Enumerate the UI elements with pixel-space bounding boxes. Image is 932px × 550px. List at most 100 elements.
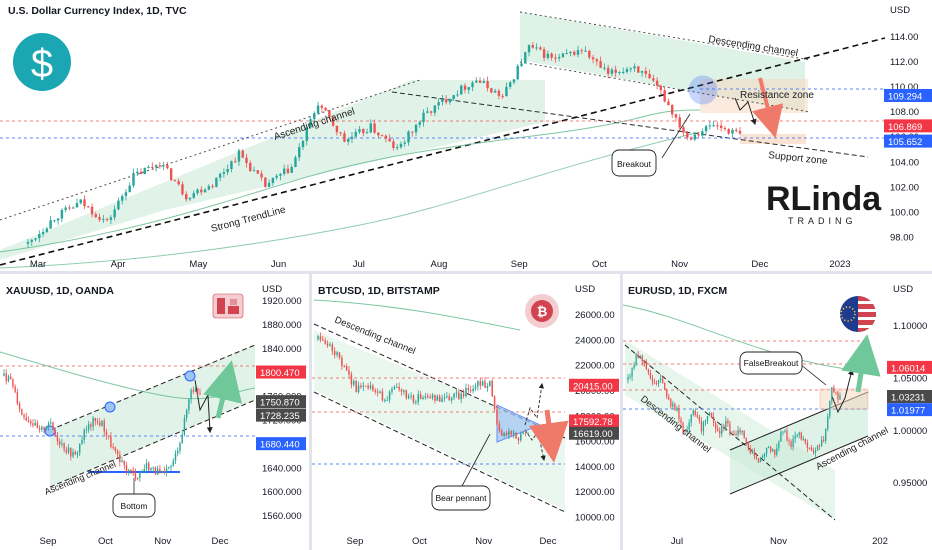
btcusd-candle-body <box>527 433 529 435</box>
eurusd-candle-body <box>733 433 735 435</box>
dxy-candle-body <box>185 194 188 200</box>
eurusd-candle-body <box>757 458 760 463</box>
eurusd-candle-body <box>659 378 662 381</box>
xauusd-candle-body <box>5 373 7 382</box>
dollar-coin-icon: $ <box>13 33 71 91</box>
dxy-candle-body <box>576 50 580 55</box>
xauusd-candle-body <box>3 373 5 376</box>
xauusd-currency-label: USD <box>262 284 282 295</box>
dxy-candle-body <box>87 206 90 208</box>
btcusd-price-badge-label: 17592.78 <box>573 417 613 428</box>
dxy-candle-body <box>139 171 143 174</box>
eurusd-price-badge-label: 1.06014 <box>891 363 925 374</box>
eurusd-candle-body <box>684 430 686 432</box>
eurusd-candle-body <box>829 401 831 417</box>
btcusd-candle-body <box>446 396 448 398</box>
dxy-candle-body <box>313 113 316 120</box>
dxy-candle-body <box>56 218 60 221</box>
xauusd-candle-body <box>58 441 61 445</box>
dxy-candle-body <box>573 51 576 55</box>
btcusd-candle-body <box>398 386 400 390</box>
xauusd-candle-body <box>170 465 172 468</box>
dxy-candle-body <box>520 63 523 66</box>
eurusd-candle-body <box>649 372 652 379</box>
xauusd-candle-body <box>174 452 177 461</box>
xauusd-candle-body <box>112 446 114 448</box>
btcusd-candle-body <box>436 396 439 401</box>
btcusd-candle-body <box>512 432 515 435</box>
dxy-candle-body <box>527 45 531 53</box>
eurusd-candle-body <box>676 408 678 411</box>
eurusd-candle-body <box>731 433 733 435</box>
dxy-candle-body <box>267 183 271 187</box>
dxy-x-tick-label: Dec <box>751 259 768 270</box>
btcusd-y-tick-label: 16000.00 <box>575 437 615 448</box>
eurusd-candle-body <box>776 448 778 455</box>
btcusd-candle-body <box>376 391 379 393</box>
btcusd-candle-body <box>508 431 510 436</box>
btcusd-price-badge <box>569 426 619 440</box>
xauusd-candle-body <box>136 477 139 479</box>
btcusd-candle-body <box>405 390 408 399</box>
dxy-candle-body <box>94 214 98 218</box>
btcusd-candle-body <box>326 343 329 346</box>
btcusd-candle-body <box>427 395 429 398</box>
dxy-candle-body <box>316 105 320 114</box>
dxy-y-tick-label: 112.00 <box>890 57 918 68</box>
xauusd-candle-body <box>141 470 143 473</box>
btcusd-candle-body <box>374 390 377 392</box>
eurusd-candle-body <box>735 434 737 436</box>
btc-channel-lower <box>313 391 566 513</box>
xauusd-candle-body <box>61 443 63 445</box>
btcusd-price-badge-label: 20415.00 <box>573 381 613 392</box>
dxy-candle-body <box>151 166 154 168</box>
btcusd-candle-body <box>438 396 441 402</box>
btc-axes: 10000.0012000.0014000.0016000.0018000.00… <box>347 284 619 547</box>
eurusd-candle-body <box>796 434 798 436</box>
dxy-candle-body <box>34 238 37 240</box>
dxy-candle-body <box>595 59 599 62</box>
dxy-candle-body <box>644 70 648 74</box>
xauusd-candle-body <box>70 447 72 457</box>
eurusd-candle-body <box>708 412 711 417</box>
dxy-ascending-channel-upper <box>0 79 421 221</box>
xauusd-candle-body <box>47 423 50 427</box>
dxy-candle-body <box>222 172 226 174</box>
dxy-candle-body <box>282 168 286 174</box>
btcusd-candle-body <box>336 352 338 355</box>
eurusd-candle-body <box>770 446 772 452</box>
btcusd-candle-body <box>355 381 357 393</box>
xauusd-candle-body <box>63 443 65 450</box>
btcusd-candle-body <box>479 381 482 386</box>
dxy-descending-channel-upper <box>519 11 811 61</box>
xauusd-candle-body <box>14 386 16 393</box>
xauusd-candle-body <box>116 450 119 455</box>
btcusd-candle-body <box>381 391 384 401</box>
btc-descending-channel-zone <box>314 330 565 510</box>
xau-touch-marker <box>104 401 116 413</box>
dxy-candle-body <box>49 220 52 229</box>
btcusd-candle-body <box>417 394 419 403</box>
btcusd-candle-body <box>503 433 505 436</box>
xauusd-candle-body <box>90 424 92 427</box>
dxy-candle-body <box>196 189 199 194</box>
dxy-price-badge <box>884 119 932 133</box>
btcusd-x-tick-label: Oct <box>412 536 427 547</box>
dxy-candle-body <box>686 132 689 138</box>
btc-callout-line <box>461 433 491 487</box>
eu-us-flag-icon <box>840 296 876 332</box>
dxy-annotation: Strong TrendLine <box>210 204 287 235</box>
xauusd-x-tick-label: Sep <box>40 536 57 547</box>
logo-text-small: TRADING <box>788 216 857 226</box>
dxy-candle-body <box>433 105 437 113</box>
btcusd-candle-body <box>407 395 410 399</box>
eurusd-candle-body <box>790 441 792 448</box>
dxy-candle-body <box>554 57 557 59</box>
eurusd-candle-body <box>723 425 725 428</box>
dxy-candle-body <box>557 56 561 59</box>
btcusd-candle-body <box>350 374 353 385</box>
btcusd-candle-body <box>443 397 446 399</box>
xauusd-candle-body <box>87 424 90 430</box>
dxy-candle-body <box>708 125 712 127</box>
eurusd-candle-body <box>745 437 747 442</box>
